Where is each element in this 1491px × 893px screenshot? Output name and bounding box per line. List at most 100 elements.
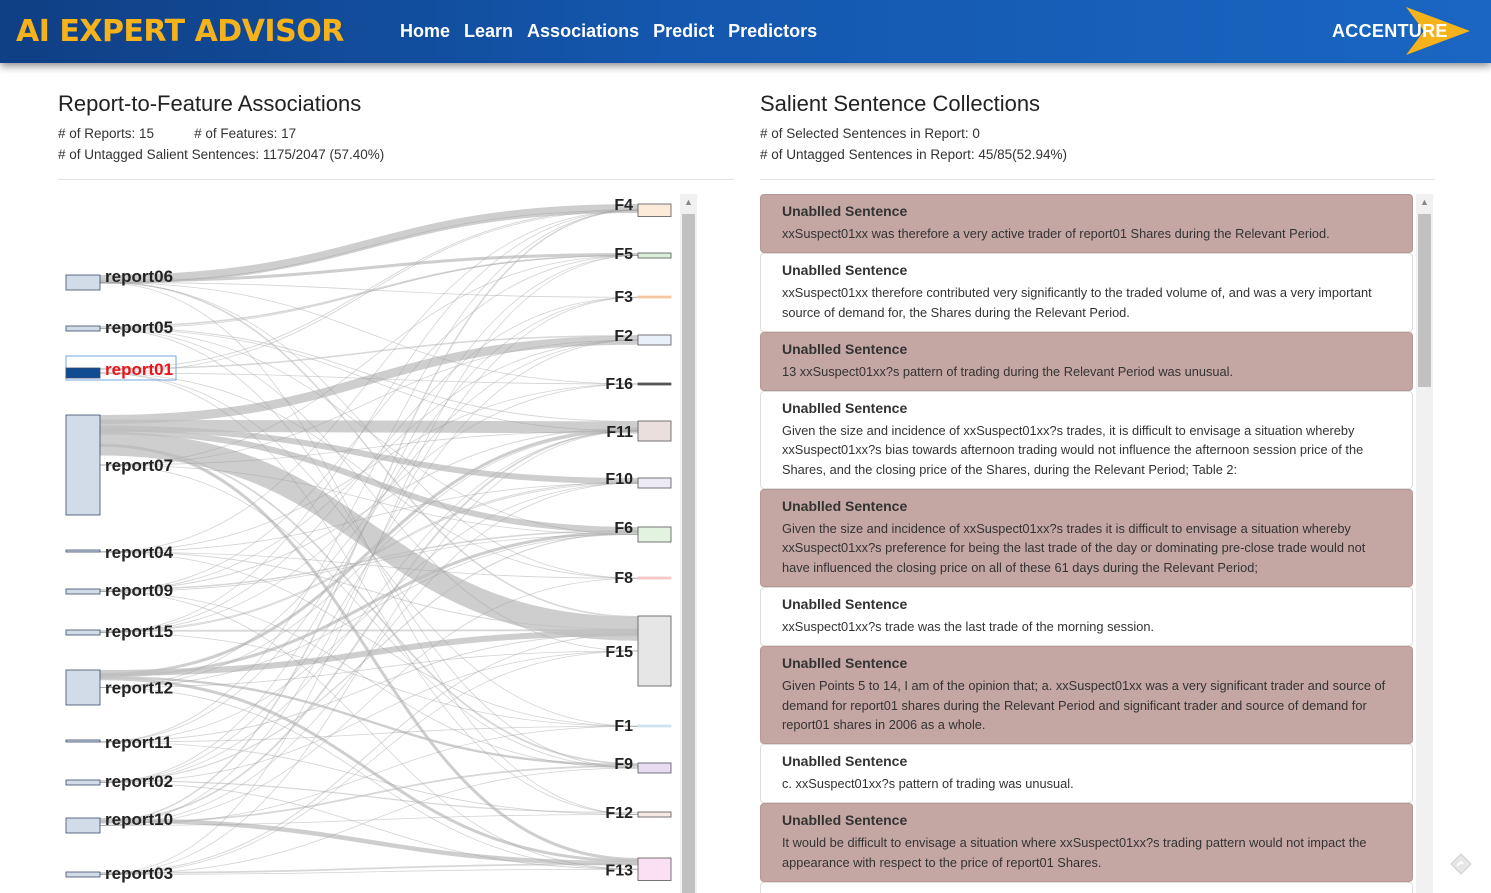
sankey-link-report02-F6[interactable]	[99, 532, 639, 782]
sentence-scroll-up-arrow-icon[interactable]: ▲	[1420, 197, 1429, 207]
feature-node-F13[interactable]	[637, 857, 672, 881]
sankey-link-report07-F15[interactable]	[99, 431, 639, 641]
feature-label-F2[interactable]: F2	[614, 328, 633, 345]
sentence-card[interactable]: Unablled Sentence c. xxSuspect01xx?s patt…	[760, 744, 1413, 804]
sentence-card[interactable]: Unablled SentenceTherefore, and on the d…	[760, 882, 1413, 893]
report-label-report15[interactable]: report15	[105, 622, 173, 641]
report-node-report12[interactable]	[65, 669, 101, 706]
feature-node-F3[interactable]	[637, 295, 672, 299]
feature-node-F9[interactable]	[637, 762, 672, 774]
report-node-report04[interactable]	[65, 549, 101, 553]
sentence-card[interactable]: Unablled Sentence It would be difficult t…	[760, 803, 1413, 883]
report-label-report03[interactable]: report03	[105, 864, 173, 883]
nav-predict[interactable]: Predict	[653, 21, 715, 41]
nav-predictors[interactable]: Predictors	[728, 21, 818, 41]
feature-node-F16[interactable]	[637, 382, 672, 386]
feature-node-F2[interactable]	[637, 334, 672, 346]
sankey-link-report09-F11[interactable]	[99, 427, 639, 591]
report-node-report02[interactable]	[65, 779, 101, 786]
feature-label-F1[interactable]: F1	[614, 718, 633, 735]
report-label-report07[interactable]: report07	[105, 456, 173, 475]
sankey-link-report09-F6[interactable]	[99, 530, 639, 591]
sankey-link-report10-F13[interactable]	[99, 818, 639, 866]
feature-label-F13[interactable]: F13	[605, 862, 633, 879]
sentence-card[interactable]: Unablled Sentence 13 xxSuspect01xx?s patt…	[760, 331, 1413, 392]
sankey-link-report10-F9[interactable]	[99, 765, 639, 824]
report-label-report04[interactable]: report04	[105, 543, 174, 562]
report-label-report11[interactable]: report11	[105, 733, 172, 752]
feature-node-F10[interactable]	[637, 477, 672, 489]
sankey-link-report15-F15[interactable]	[99, 629, 639, 632]
feature-node-F4[interactable]	[637, 203, 672, 217]
sentence-card[interactable]: Unablled Sentence Given the size and inci…	[760, 489, 1413, 587]
sankey-link-report03-F13[interactable]	[99, 863, 639, 874]
report-node-report15[interactable]	[65, 629, 101, 636]
sankey-link-report12-F6[interactable]	[99, 530, 639, 678]
feature-label-F3[interactable]: F3	[614, 289, 633, 306]
sankey-link-report12-F11[interactable]	[99, 428, 639, 676]
feature-label-F11[interactable]: F11	[606, 424, 633, 441]
feature-node-F11[interactable]	[637, 420, 672, 442]
feature-label-F4[interactable]: F4	[614, 197, 633, 214]
sankey-link-report06-F4[interactable]	[99, 204, 639, 284]
report-label-report02[interactable]: report02	[105, 772, 173, 791]
sankey-link-report11-F15[interactable]	[99, 633, 639, 742]
sankey-link-report05-F5[interactable]	[99, 254, 639, 328]
report-node-report06[interactable]	[65, 274, 101, 291]
feature-label-F5[interactable]: F5	[614, 246, 633, 263]
report-label-report05[interactable]: report05	[105, 318, 173, 337]
feature-node-F1[interactable]	[637, 724, 672, 728]
sankey-link-report05-F11[interactable]	[99, 326, 639, 422]
report-label-report12[interactable]: report12	[105, 679, 173, 698]
sankey-link-report04-F15[interactable]	[99, 551, 639, 630]
feature-node-F12[interactable]	[637, 811, 672, 818]
company-logo-text[interactable]: ACCENTURE	[1332, 21, 1448, 41]
sankey-link-report07-F10[interactable]	[99, 425, 639, 484]
sankey-link-report07-F6[interactable]	[99, 428, 639, 533]
sankey-link-report07-F11[interactable]	[99, 419, 639, 434]
nav-associations[interactable]: Associations	[527, 21, 640, 41]
sentence-card[interactable]: Unablled Sentence xxSuspect01xx therefore…	[760, 253, 1413, 332]
report-node-report05[interactable]	[65, 325, 101, 332]
feature-node-F5[interactable]	[637, 252, 672, 259]
sentence-scrollbar[interactable]: ▲	[1416, 194, 1433, 893]
sankey-link-report12-F9[interactable]	[99, 676, 639, 767]
feature-node-F15[interactable]	[637, 615, 672, 687]
feature-node-F6[interactable]	[637, 526, 672, 543]
sankey-scrollbar[interactable]: ▲	[680, 194, 697, 893]
sankey-link-report10-F11[interactable]	[99, 429, 639, 823]
scroll-up-arrow-icon[interactable]: ▲	[684, 197, 693, 207]
report-node-report09[interactable]	[65, 588, 101, 595]
sankey-link-report06-F5[interactable]	[99, 253, 639, 283]
report-node-report01[interactable]	[65, 367, 101, 379]
report-node-report10[interactable]	[65, 817, 101, 834]
feature-node-F8[interactable]	[637, 576, 672, 580]
sentence-card[interactable]: Unablled Sentence xxSuspect01xx was there…	[760, 194, 1413, 254]
sankey-link-report12-F13[interactable]	[99, 677, 639, 863]
sankey-link-report03-F15[interactable]	[99, 633, 639, 874]
feedback-diamond-icon[interactable]	[1449, 852, 1473, 876]
sankey-link-report12-F15[interactable]	[99, 630, 639, 676]
feature-label-F6[interactable]: F6	[614, 520, 633, 537]
feature-label-F10[interactable]: F10	[605, 471, 633, 488]
report-label-report06[interactable]: report06	[105, 267, 173, 286]
sentence-card[interactable]: Unablled Sentence xxSuspect01xx?s trade w…	[760, 586, 1413, 647]
feature-label-F8[interactable]: F8	[614, 570, 633, 587]
sankey-link-report07-F2[interactable]	[99, 335, 639, 424]
feature-label-F15[interactable]: F15	[605, 644, 633, 661]
nav-learn[interactable]: Learn	[464, 21, 514, 41]
report-label-report01[interactable]: report01	[105, 360, 173, 379]
brand-title[interactable]: AI EXPERT ADVISOR	[16, 14, 344, 49]
report-node-report07[interactable]	[65, 414, 101, 516]
report-label-report10[interactable]: report10	[105, 810, 173, 829]
sankey-link-report01-F2[interactable]	[99, 335, 639, 370]
sankey-link-report06-F15[interactable]	[99, 281, 639, 618]
sankey-link-report01-F4[interactable]	[99, 208, 639, 370]
report-node-report03[interactable]	[65, 871, 101, 878]
feature-label-F12[interactable]: F12	[605, 805, 633, 822]
sentence-card[interactable]: Unablled Sentence Given the size and inci…	[760, 391, 1413, 490]
nav-home[interactable]: Home	[400, 21, 451, 41]
sankey-link-report15-F10[interactable]	[99, 481, 639, 632]
report-node-report11[interactable]	[65, 739, 101, 743]
sentence-card[interactable]: Unablled Sentence Given Points 5 to 14, I…	[760, 646, 1413, 745]
